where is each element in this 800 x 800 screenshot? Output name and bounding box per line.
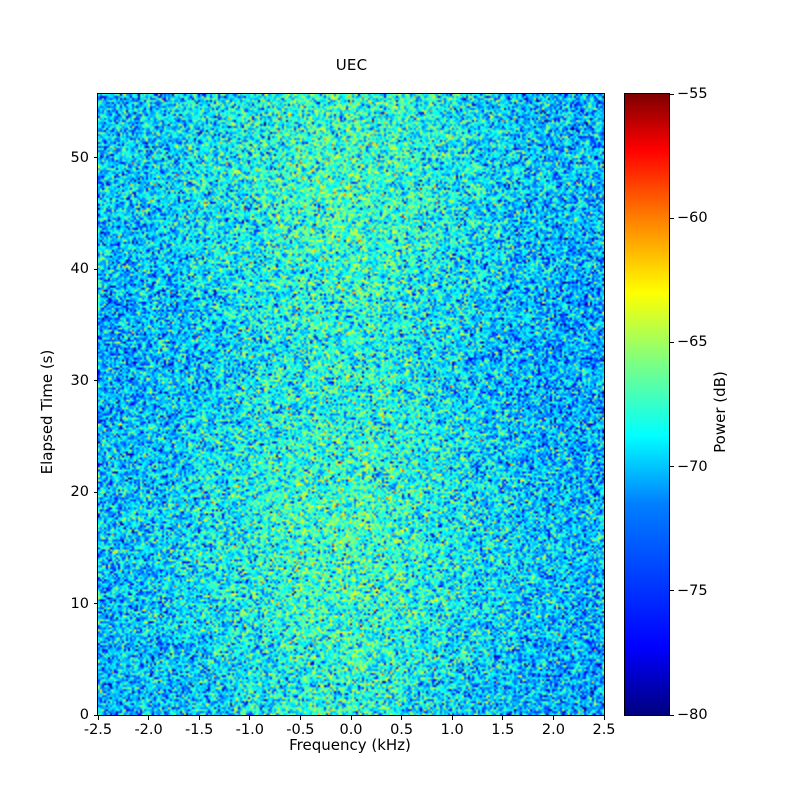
colorbar-tick-label: −60: [677, 210, 708, 227]
colorbar-tick-mark: [670, 341, 674, 343]
y-tick-label: 10: [70, 595, 89, 612]
y-tick-mark: [94, 714, 98, 716]
x-tick-label: 1.5: [491, 722, 515, 738]
y-tick-mark: [94, 157, 98, 159]
x-tick-mark: [502, 716, 504, 720]
y-tick-label: 30: [70, 372, 89, 389]
x-tick-mark: [552, 716, 554, 720]
colorbar-label: Power (dB): [711, 371, 729, 453]
y-axis-label: Elapsed Time (s): [38, 349, 56, 475]
spectrogram-plot-area: [97, 93, 605, 716]
x-tick-label: -1.0: [235, 722, 264, 738]
x-tick-label: 0.0: [339, 722, 363, 738]
x-tick-label: 2.0: [541, 722, 565, 738]
colorbar-tick-mark: [670, 714, 674, 716]
x-axis-label: Frequency (kHz): [289, 736, 411, 754]
title-line-station: UEC: [335, 56, 368, 74]
x-tick-label: -2.5: [83, 722, 113, 738]
colorbar: [624, 93, 670, 716]
y-tick-mark: [94, 380, 98, 382]
colorbar-tick-label: −75: [677, 582, 708, 599]
x-tick-label: 2.5: [592, 722, 616, 738]
y-tick-label: 20: [70, 484, 89, 501]
colorbar-tick-label: −65: [677, 334, 708, 351]
y-tick-mark: [94, 268, 98, 270]
x-tick-label: 0.5: [390, 722, 414, 738]
spectrogram-image: [98, 94, 604, 715]
x-tick-mark: [198, 716, 200, 720]
x-tick-mark: [401, 716, 403, 720]
x-tick-label: -1.5: [185, 722, 214, 738]
colorbar-tick-label: −70: [677, 458, 708, 475]
x-tick-mark: [603, 716, 605, 720]
colorbar-tick-mark: [670, 466, 674, 468]
colorbar-tick-mark: [670, 93, 674, 95]
x-tick-label: -2.0: [134, 722, 163, 738]
colorbar-tick-mark: [670, 217, 674, 219]
colorbar-gradient: [625, 94, 669, 715]
x-tick-mark: [249, 716, 251, 720]
y-tick-mark: [94, 491, 98, 493]
colorbar-tick-mark: [670, 590, 674, 592]
x-tick-mark: [350, 716, 352, 720]
x-tick-mark: [97, 716, 99, 720]
y-tick-label: 40: [70, 261, 89, 278]
colorbar-tick-label: −80: [677, 707, 708, 723]
x-tick-mark: [451, 716, 453, 720]
x-tick-mark: [148, 716, 150, 720]
y-tick-label: 0: [79, 707, 89, 723]
x-tick-label: -0.5: [286, 722, 315, 738]
x-tick-mark: [299, 716, 301, 720]
y-tick-label: 50: [70, 149, 89, 166]
colorbar-tick-label: −55: [677, 86, 708, 102]
y-tick-mark: [94, 603, 98, 604]
x-tick-label: 1.0: [440, 722, 464, 738]
